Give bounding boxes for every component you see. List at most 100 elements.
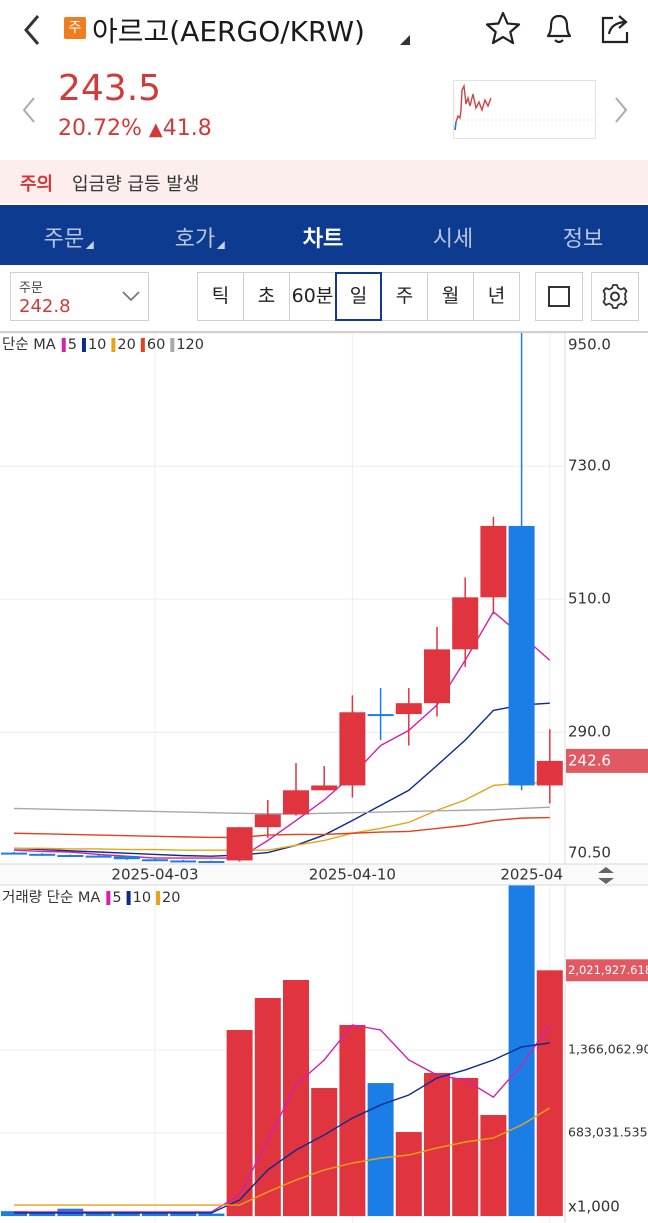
volume-bar [85,1212,112,1216]
candle-body [1,852,27,855]
coin-title[interactable]: 아르고(AERGO/KRW) [92,15,365,48]
candle-body [283,790,309,815]
volume-value-label: 2,021,927.618 [568,963,648,977]
divider [0,331,648,333]
period-button[interactable]: 초 [243,272,290,321]
volume-bar [198,1213,225,1216]
candle-body [480,525,507,598]
legend-label: 20 [117,337,135,353]
next-coin[interactable] [610,95,632,125]
y-tick-label: 683,031.535 [568,1125,648,1140]
candle-body [367,714,394,717]
tab[interactable]: 정보 [562,227,604,252]
candle-body [536,760,563,786]
draw-toggle[interactable] [535,272,583,321]
tab[interactable]: 주문 [44,221,95,253]
up-icon: ▲ [148,119,163,140]
legend-label: 60 [147,337,165,353]
period-button[interactable]: 60분 [289,272,336,321]
order-select-label: 주문 [19,281,43,296]
gear-icon [602,284,628,309]
y-tick-label: x1,000 [568,1198,620,1216]
candle-body [395,703,422,715]
date-strip [0,864,648,885]
legend-label: 5 [112,890,121,906]
candle-body [424,649,450,704]
legend-swatch [126,891,131,905]
legend-swatch [106,891,111,905]
notice-label: 주의 [20,174,54,195]
legend-swatch [170,338,175,352]
alert-button[interactable] [540,10,578,46]
order-select-value: 242.8 [19,296,71,317]
notice-text: 입금량 급등 발생 [72,174,200,195]
x-tick-label: 2025-04-03 [111,866,198,884]
legend-swatch [81,338,86,352]
ma-line [13,702,550,857]
settings-button[interactable] [591,272,639,321]
candle-body [85,855,112,858]
price-panel [0,333,565,863]
ma-line [13,806,550,815]
period-button[interactable]: 일 [335,272,382,321]
change-amount: 41.8 [162,116,212,141]
y-tick-label: 950.0 [568,336,611,354]
order-select[interactable]: 주문 242.8 [10,272,149,321]
volume-bar [339,1024,366,1216]
period-button[interactable]: 년 [473,272,520,321]
mini-chart [453,80,596,139]
back-button[interactable] [18,12,46,48]
period-button[interactable]: 주 [381,272,428,321]
tab-bar: 주문 호가 차트 시세 정보 [0,205,648,265]
volume-bar [311,1088,338,1216]
y-tick-label: 70.50 [568,844,611,862]
ma-line [14,1042,550,1214]
period-button[interactable]: 월 [427,272,474,321]
volume-bar [170,1212,197,1216]
volume-bar [452,1077,479,1216]
volume-bar [536,970,563,1216]
triangle [86,241,95,249]
tab[interactable]: 차트 [302,227,344,252]
prev-coin[interactable] [18,95,40,125]
y-tick-label: 510.0 [568,590,611,608]
candle-body [339,712,366,786]
candle-body [254,814,281,828]
last-price-label: 242.6 [568,751,611,769]
candle-body [113,856,140,860]
share-button[interactable] [597,10,635,46]
tab-dropdown-icon [86,241,95,249]
last-price-box [566,748,648,773]
candle-body [452,597,479,650]
x-tick-label: 2025-04-10 [309,866,396,884]
tab[interactable]: 시세 [432,227,474,252]
legend-swatch [111,338,116,352]
volume-label-box [566,959,648,982]
period-button[interactable]: 틱 [197,272,244,321]
volume-bar [424,1072,450,1216]
candle-body [311,785,338,791]
legend-label: 20 [162,890,180,906]
square-icon [548,286,570,307]
y-tick-label: 290.0 [568,723,611,741]
legend-label: 120 [176,337,204,353]
x-tick-label: 2025-04 [500,866,563,884]
legend-swatch [140,338,145,352]
dropdown-icon [122,291,140,302]
legend-title: 거래량 단순 MA [2,889,100,906]
triangle [217,241,226,249]
ma-line [14,1107,551,1206]
title-dropdown[interactable] [398,33,412,47]
favorite-button[interactable] [484,10,522,46]
ma-line [14,1024,551,1213]
tab[interactable]: 호가 [175,221,226,253]
ma-line [13,610,551,859]
scroll-handle[interactable] [598,867,614,884]
volume-bar [226,1030,253,1216]
y-tick-label: 730.0 [568,457,611,475]
candle-body [198,861,225,863]
chart-area: 2025-04-03 2025-04-10 2025-0470.50290.0510… [0,333,648,1223]
notice-bar: 주의 입금량 급등 발생 [0,160,648,203]
legend-label: 10 [88,337,106,353]
